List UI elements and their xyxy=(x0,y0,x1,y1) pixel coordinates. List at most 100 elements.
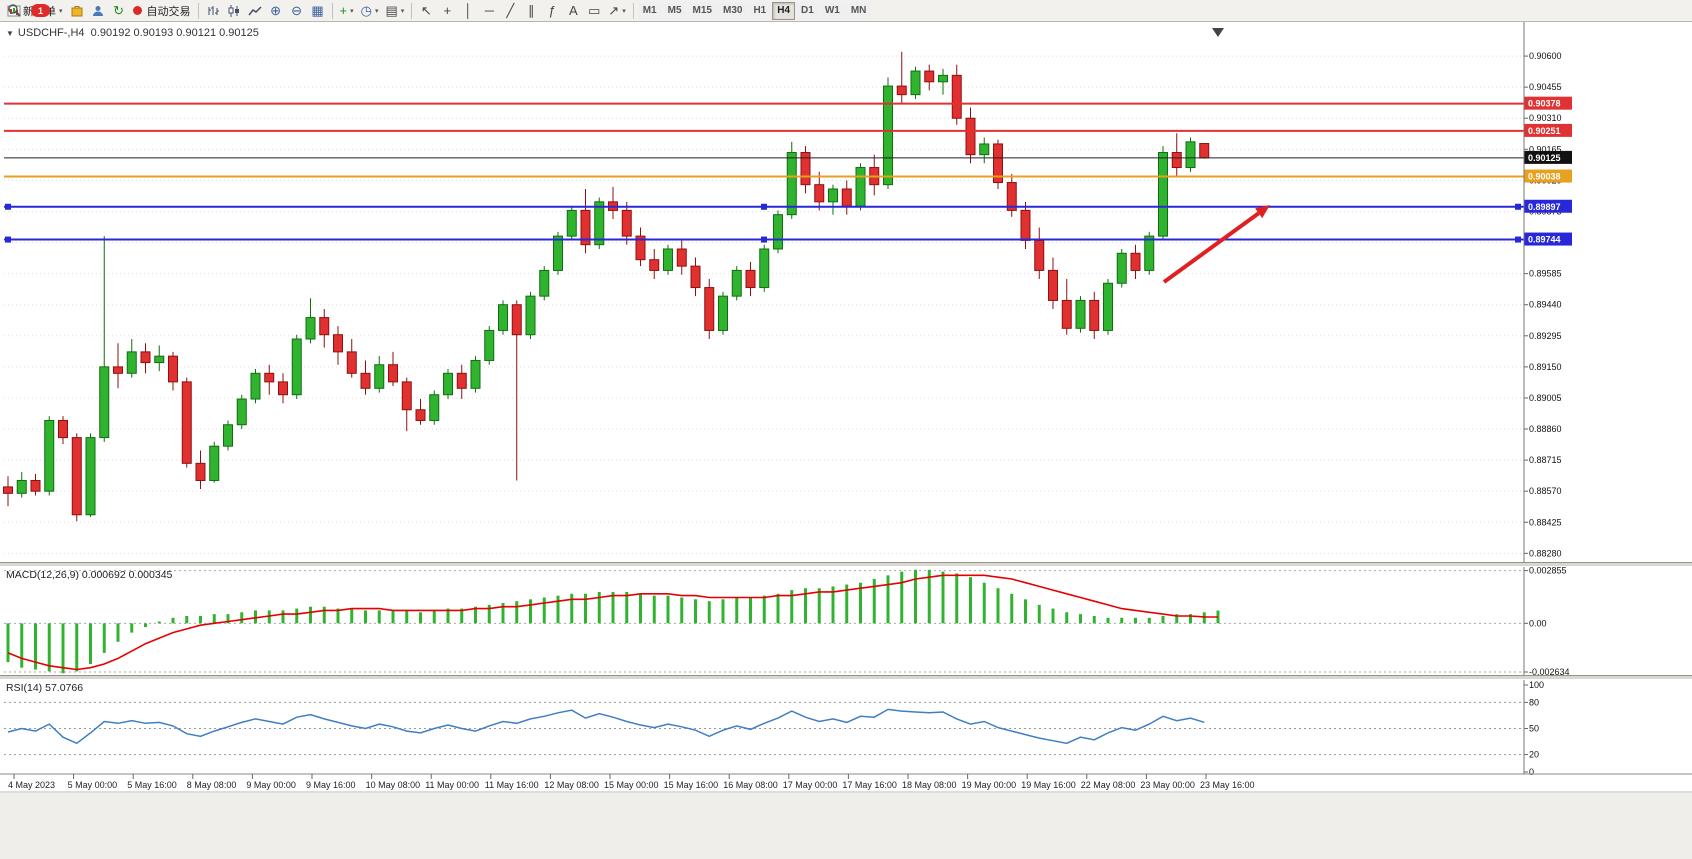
timeframe-h4-button[interactable]: H4 xyxy=(772,1,796,20)
signals-button[interactable] xyxy=(88,1,108,20)
market-icon xyxy=(71,5,83,16)
text-icon: A xyxy=(568,3,578,18)
macd-values: 0.000692 0.000345 xyxy=(81,569,173,581)
chevron-down-icon: ▾ xyxy=(400,7,405,15)
candlestick-chart-icon xyxy=(228,4,239,17)
indicators-button[interactable]: + ▾ xyxy=(337,1,357,20)
macd-indicator-label: MACD(12,26,9) 0.000692 0.000345 xyxy=(6,569,173,581)
svg-text:17 May 00:00: 17 May 00:00 xyxy=(783,780,838,790)
svg-text:11 May 00:00: 11 May 00:00 xyxy=(425,780,479,790)
svg-text:16 May 08:00: 16 May 08:00 xyxy=(723,780,778,790)
search-icon xyxy=(8,4,21,17)
svg-text:5 May 16:00: 5 May 16:00 xyxy=(127,780,177,790)
zoom-out-button[interactable]: ⊖ xyxy=(287,1,307,20)
chart-menu-icon[interactable]: ▼ xyxy=(6,29,14,38)
zoom-in-icon: ⊕ xyxy=(270,3,281,18)
svg-text:100: 100 xyxy=(1529,680,1544,690)
svg-text:5 May 00:00: 5 May 00:00 xyxy=(68,780,118,790)
svg-text:0.90038: 0.90038 xyxy=(1528,172,1561,182)
svg-text:22 May 08:00: 22 May 08:00 xyxy=(1081,780,1136,790)
horizontal-line-icon: ─ xyxy=(484,3,494,18)
svg-text:12 May 08:00: 12 May 08:00 xyxy=(544,780,599,790)
svg-text:0.89005: 0.89005 xyxy=(1529,393,1562,403)
svg-text:8 May 08:00: 8 May 08:00 xyxy=(187,780,237,790)
rsi-panel-separator[interactable] xyxy=(0,675,1692,680)
svg-text:0.89295: 0.89295 xyxy=(1529,331,1562,341)
crosshair-button[interactable]: + xyxy=(437,1,457,20)
bar-chart-button[interactable] xyxy=(203,1,223,20)
arrow-object-icon: ↗ xyxy=(608,3,620,18)
svg-text:23 May 16:00: 23 May 16:00 xyxy=(1200,780,1255,790)
svg-text:0.90165: 0.90165 xyxy=(1529,144,1562,154)
timeframe-h1-button[interactable]: H1 xyxy=(748,1,772,20)
svg-text:15 May 00:00: 15 May 00:00 xyxy=(604,780,659,790)
cursor-button[interactable]: ↖ xyxy=(416,1,436,20)
zoom-out-icon: ⊖ xyxy=(291,3,302,18)
time-axis[interactable] xyxy=(0,775,1524,793)
svg-text:15 May 16:00: 15 May 16:00 xyxy=(664,780,719,790)
svg-text:-0.002634: -0.002634 xyxy=(1529,667,1570,677)
svg-text:19 May 00:00: 19 May 00:00 xyxy=(962,780,1017,790)
svg-text:0: 0 xyxy=(1529,767,1534,777)
channel-icon: ∥ xyxy=(528,3,535,18)
timeframe-mn-button[interactable]: MN xyxy=(845,1,872,20)
svg-text:9 May 00:00: 9 May 00:00 xyxy=(246,780,296,790)
price-axis[interactable] xyxy=(1524,22,1692,775)
chevron-down-icon: ▾ xyxy=(374,7,379,15)
channel-button[interactable]: ∥ xyxy=(521,1,541,20)
notification-badge[interactable]: 1 xyxy=(31,4,50,17)
svg-text:0.89585: 0.89585 xyxy=(1529,269,1562,279)
chart-canvas[interactable]: 0.906000.904550.903100.901650.900200.898… xyxy=(0,22,1692,793)
macd-panel-separator[interactable] xyxy=(0,562,1692,567)
svg-text:9 May 16:00: 9 May 16:00 xyxy=(306,780,356,790)
zoom-in-button[interactable]: ⊕ xyxy=(266,1,286,20)
svg-text:0.90455: 0.90455 xyxy=(1529,82,1562,92)
svg-text:0.90125: 0.90125 xyxy=(1528,153,1561,163)
svg-text:0.90251: 0.90251 xyxy=(1528,126,1561,136)
vertical-line-button[interactable]: │ xyxy=(458,1,478,20)
text-label-button[interactable]: ▭ xyxy=(584,1,604,20)
svg-text:4 May 2023: 4 May 2023 xyxy=(8,780,55,790)
refresh-button[interactable]: ↻ xyxy=(109,1,129,20)
periods-button[interactable]: ◷ ▾ xyxy=(358,1,382,20)
timeframe-m1-button[interactable]: M1 xyxy=(637,1,662,20)
svg-text:80: 80 xyxy=(1529,697,1539,707)
svg-text:0.88425: 0.88425 xyxy=(1529,517,1562,527)
timeframe-m15-button[interactable]: M15 xyxy=(687,1,717,20)
timeframe-w1-button[interactable]: W1 xyxy=(819,1,845,20)
rsi-indicator-label: RSI(14) 57.0766 xyxy=(6,682,84,694)
trendline-button[interactable]: ╱ xyxy=(500,1,520,20)
tile-windows-icon: ▦ xyxy=(311,3,324,18)
timeframe-m5-button[interactable]: M5 xyxy=(662,1,687,20)
toolbar-separator xyxy=(632,2,634,19)
svg-text:11 May 16:00: 11 May 16:00 xyxy=(485,780,539,790)
search-button[interactable] xyxy=(4,1,25,20)
trendline-icon: ╱ xyxy=(506,3,515,18)
candlestick-chart-button[interactable] xyxy=(224,1,244,20)
text-button[interactable]: A xyxy=(563,1,583,20)
fibonacci-button[interactable]: ƒ xyxy=(542,1,562,20)
horizontal-line-button[interactable]: ─ xyxy=(479,1,499,20)
toolbar-separator xyxy=(197,2,199,19)
refresh-icon: ↻ xyxy=(113,3,124,18)
timeframe-d1-button[interactable]: D1 xyxy=(796,1,819,20)
svg-text:0.90378: 0.90378 xyxy=(1528,99,1561,109)
svg-text:0.88715: 0.88715 xyxy=(1529,455,1562,465)
toolbar-separator xyxy=(331,2,333,19)
tile-windows-button[interactable]: ▦ xyxy=(308,1,328,20)
crosshair-icon: + xyxy=(443,3,452,18)
svg-text:0.002855: 0.002855 xyxy=(1529,566,1567,576)
market-button[interactable] xyxy=(67,1,87,20)
text-label-icon: ▭ xyxy=(588,3,601,18)
autotrading-button[interactable]: 自动交易 xyxy=(130,1,194,20)
chevron-down-icon: ▾ xyxy=(350,7,354,15)
chart-symbol-period: USDCHF-,H4 xyxy=(17,27,85,39)
vertical-line-icon: │ xyxy=(464,3,473,18)
svg-text:0.89150: 0.89150 xyxy=(1529,362,1562,372)
arrows-button[interactable]: ↗ ▾ xyxy=(605,1,628,20)
line-chart-button[interactable] xyxy=(245,1,265,20)
line-chart-icon xyxy=(247,5,262,15)
timeframe-m30-button[interactable]: M30 xyxy=(717,1,748,20)
templates-button[interactable]: ▤ ▾ xyxy=(382,1,407,20)
chevron-down-icon: ▾ xyxy=(59,7,63,15)
